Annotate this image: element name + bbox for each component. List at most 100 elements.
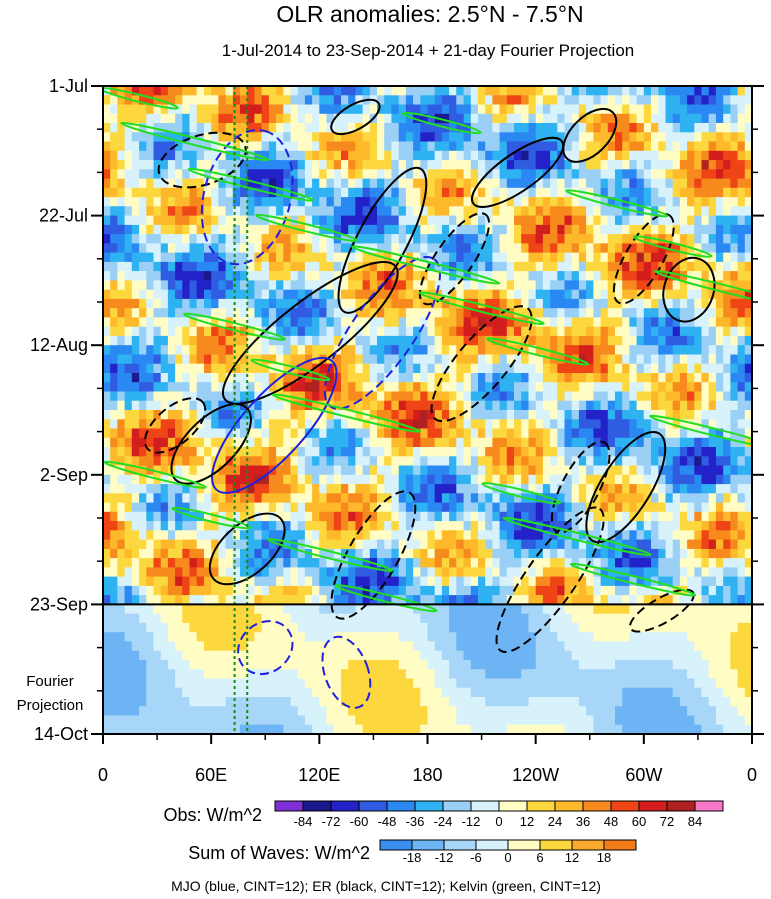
anomaly-cell <box>405 206 414 217</box>
anomaly-cell <box>586 400 594 411</box>
anomaly-cell <box>557 400 566 411</box>
anomaly-cell <box>658 521 667 531</box>
anomaly-cell <box>672 576 681 587</box>
anomaly-cell <box>211 132 219 143</box>
anomaly-cell <box>521 86 529 96</box>
anomaly-cell <box>672 373 681 383</box>
anomaly-cell <box>189 150 198 161</box>
anomaly-cell <box>290 456 299 467</box>
anomaly-cell <box>341 391 349 402</box>
anomaly-cell <box>333 326 342 337</box>
anomaly-cell <box>593 585 602 596</box>
anomaly-cell <box>196 335 205 346</box>
anomaly-cell <box>232 354 241 365</box>
anomaly-cell <box>268 169 277 180</box>
anomaly-cell <box>578 215 587 226</box>
anomaly-cell <box>449 576 457 587</box>
anomaly-cell <box>441 215 450 226</box>
anomaly-cell <box>470 160 479 170</box>
anomaly-cell <box>160 280 169 291</box>
anomaly-cell <box>110 141 118 152</box>
anomaly-cell <box>622 391 630 402</box>
anomaly-cell <box>153 298 162 309</box>
anomaly-cell <box>636 95 645 106</box>
anomaly-cell <box>456 280 465 291</box>
anomaly-cell <box>723 400 731 411</box>
anomaly-cell <box>658 224 667 235</box>
anomaly-cell <box>175 400 183 411</box>
anomaly-cell <box>694 298 703 309</box>
anomaly-cell <box>557 447 566 457</box>
anomaly-cell <box>687 419 695 430</box>
anomaly-cell <box>636 382 645 393</box>
anomaly-cell <box>297 104 306 115</box>
anomaly-cell <box>643 576 652 587</box>
anomaly-cell <box>153 308 162 319</box>
anomaly-cell <box>103 419 111 430</box>
anomaly-cell <box>117 317 126 328</box>
anomaly-cell <box>636 465 645 476</box>
anomaly-cell <box>369 382 378 393</box>
anomaly-cell <box>456 456 465 467</box>
anomaly-cell <box>398 308 407 319</box>
anomaly-cell <box>312 345 320 356</box>
anomaly-cell <box>571 215 580 226</box>
anomaly-cell <box>535 576 544 587</box>
anomaly-cell <box>276 400 284 411</box>
anomaly-cell <box>355 243 364 254</box>
anomaly-cell <box>391 178 400 189</box>
anomaly-cell <box>600 123 609 133</box>
anomaly-cell <box>449 187 457 198</box>
anomaly-cell <box>607 447 616 457</box>
anomaly-cell <box>456 548 465 559</box>
anomaly-cell <box>499 86 508 96</box>
anomaly-cell <box>167 123 176 133</box>
anomaly-cell <box>117 447 126 457</box>
anomaly-cell <box>377 493 385 504</box>
anomaly-cell <box>449 567 457 578</box>
anomaly-cell <box>362 456 371 467</box>
anomaly-cell <box>499 113 508 124</box>
anomaly-cell <box>189 261 198 272</box>
anomaly-cell <box>261 456 270 467</box>
anomaly-cell <box>304 521 313 531</box>
anomaly-cell <box>362 123 371 133</box>
anomaly-cell <box>708 326 717 337</box>
anomaly-cell <box>225 215 234 226</box>
anomaly-cell <box>665 326 674 337</box>
anomaly-cell <box>240 410 248 420</box>
anomaly-cell <box>578 419 587 430</box>
anomaly-cell <box>463 187 472 198</box>
anomaly-cell <box>398 113 407 124</box>
anomaly-cell <box>708 206 717 217</box>
anomaly-cell <box>297 595 306 605</box>
anomaly-cell <box>586 298 594 309</box>
anomaly-cell <box>326 558 335 568</box>
anomaly-cell <box>153 252 162 263</box>
anomaly-cell <box>268 317 277 328</box>
anomaly-cell <box>492 400 501 411</box>
anomaly-cell <box>232 289 241 300</box>
anomaly-cell <box>723 511 731 522</box>
anomaly-cell <box>449 123 457 133</box>
anomaly-cell <box>103 197 111 207</box>
anomaly-cell <box>499 493 508 504</box>
anomaly-cell <box>312 558 320 568</box>
anomaly-cell <box>542 548 551 559</box>
anomaly-cell <box>434 576 443 587</box>
anomaly-cell <box>362 160 371 170</box>
anomaly-cell <box>167 86 176 96</box>
anomaly-cell <box>405 558 414 568</box>
anomaly-cell <box>268 493 277 504</box>
anomaly-cell <box>535 86 544 96</box>
anomaly-cell <box>196 187 205 198</box>
anomaly-cell <box>571 410 580 420</box>
anomaly-cell <box>413 215 421 226</box>
anomaly-cell <box>110 595 118 605</box>
anomaly-cell <box>276 271 284 281</box>
anomaly-cell <box>218 335 227 346</box>
anomaly-cell <box>384 576 392 587</box>
anomaly-cell <box>369 160 378 170</box>
anomaly-cell <box>600 326 609 337</box>
anomaly-cell <box>333 595 342 605</box>
